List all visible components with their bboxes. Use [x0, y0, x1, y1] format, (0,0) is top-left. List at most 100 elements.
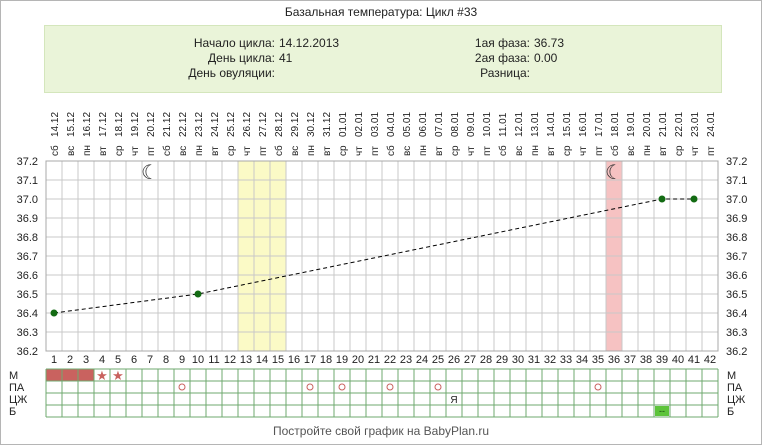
weekday-label: вс: [626, 146, 637, 156]
ovulation-day-label: День овуляции:: [188, 66, 275, 80]
phase1-value: 36.73: [534, 36, 565, 50]
weekday-label: пт: [370, 146, 381, 156]
cycle-day-label: 42: [704, 354, 716, 366]
date-label: 16.01: [578, 112, 589, 137]
cycle-day-label: 18: [320, 354, 332, 366]
cycle-day-label: 3: [83, 354, 89, 366]
green-mark-cell: [655, 406, 669, 416]
date-label: 13.01: [530, 112, 541, 137]
date-label: 30.12: [306, 112, 317, 137]
cycle-day-label: 38: [640, 354, 652, 366]
date-label: 06.01: [418, 112, 429, 137]
cycle-day-label: 37: [624, 354, 636, 366]
y-tick-label-right: 37.2: [726, 156, 747, 168]
cycle-day-label: 19: [336, 354, 348, 366]
temperature-series-line: [53, 198, 694, 314]
circle-mark-icon: [178, 383, 186, 391]
weekday-label: вс: [402, 146, 413, 156]
weekday-label: пт: [706, 146, 717, 156]
y-tick-label-right: 36.8: [726, 232, 747, 244]
weekday-label: вт: [658, 146, 669, 156]
date-label: 09.01: [466, 112, 477, 137]
weekday-label: ср: [338, 145, 349, 156]
weekday-label: пн: [530, 145, 541, 156]
weekday-label: сб: [497, 145, 509, 156]
chart-title: Базальная температура: Цикл #33: [284, 5, 478, 19]
y-tick-label-left: 36.4: [17, 308, 38, 320]
date-label: 14.01: [546, 112, 557, 137]
date-label: 20.01: [642, 112, 653, 137]
weekday-label: сб: [273, 145, 285, 156]
y-tick-label-left: 37.1: [17, 175, 38, 187]
cycle-day-label: 25: [432, 354, 444, 366]
cycle-start-label: Начало цикла:: [193, 36, 275, 50]
weekday-label: вс: [290, 146, 301, 156]
y-tick-label-right: 36.7: [726, 251, 747, 263]
weekday-label: сб: [609, 145, 621, 156]
y-tick-label-left: 36.8: [17, 232, 38, 244]
cycle-day-label: 15: [272, 354, 284, 366]
y-tick-label-right: 36.6: [726, 270, 747, 282]
date-label: 19.12: [130, 112, 141, 137]
cycle-day-label: 29: [496, 354, 508, 366]
cycle-day-label: 7: [147, 354, 153, 366]
date-label: 16.12: [82, 112, 93, 137]
cycle-day-label: 1: [51, 354, 57, 366]
date-label: 23.01: [690, 112, 701, 137]
y-tick-label-right: 36.5: [726, 289, 747, 301]
weekday-label: пн: [82, 145, 93, 156]
cycle-day-label: 13: [240, 354, 252, 366]
cycle-day-label: 24: [416, 354, 428, 366]
y-tick-label-left: 37.0: [17, 194, 38, 206]
weekday-label: пн: [642, 145, 653, 156]
data-point: [194, 290, 202, 298]
y-tick-label-right: 36.2: [726, 346, 747, 358]
phase2-label: 2ая фаза:: [474, 51, 530, 65]
cycle-day-label: 8: [163, 354, 169, 366]
date-label: 24.12: [210, 112, 221, 137]
cycle-day-label: 2: [67, 354, 73, 366]
date-label: 22.12: [178, 112, 189, 137]
date-label: 15.01: [562, 112, 573, 137]
cycle-day-label: 32: [544, 354, 556, 366]
y-tick-label-right: 36.9: [726, 213, 747, 225]
cycle-start-value: 14.12.2013: [279, 36, 340, 50]
y-tick-label-right: 36.3: [726, 327, 747, 339]
weekday-label: пт: [146, 146, 157, 156]
weekday-label: чт: [242, 146, 253, 156]
date-label: 21.12: [162, 112, 173, 137]
cycle-day-label: 12: [224, 354, 236, 366]
cycle-info-panel: Начало цикла: 14.12.2013 День цикла: 41 …: [44, 25, 722, 93]
cycle-day-label: 11: [208, 354, 219, 366]
date-label: 14.12: [50, 112, 61, 137]
weekday-label: чт: [466, 146, 477, 156]
weekday-label: вт: [546, 146, 557, 156]
table-row-label-right: М: [727, 370, 736, 382]
cycle-day-label: 26: [448, 354, 460, 366]
weekday-label: вт: [98, 146, 109, 156]
cycle-day-label: 20: [352, 354, 364, 366]
weekday-label: чт: [578, 146, 589, 156]
weekday-label: чт: [690, 146, 701, 156]
date-label: 08.01: [450, 112, 461, 137]
footer-link[interactable]: Постройте свой график на BabyPlan.ru: [272, 424, 490, 438]
green-mark-text: --: [659, 406, 665, 416]
y-tick-label-left: 36.7: [17, 251, 38, 263]
y-tick-label-left: 36.5: [17, 289, 38, 301]
weekday-label: ср: [450, 145, 461, 156]
date-label: 18.01: [610, 112, 621, 137]
cycle-day-label: 23: [400, 354, 412, 366]
cycle-day-label: 27: [464, 354, 476, 366]
cycle-day-label: 41: [688, 354, 700, 366]
date-label: 23.12: [194, 112, 205, 137]
menses-filled-cell: [62, 369, 78, 381]
weekday-label: пн: [306, 145, 317, 156]
moon-icon: ☾: [141, 162, 159, 184]
date-label: 15.12: [66, 112, 77, 137]
weekday-label: вт: [210, 146, 221, 156]
weekday-label: вс: [514, 146, 525, 156]
cycle-day-label: 35: [592, 354, 604, 366]
weekday-label: пт: [258, 146, 269, 156]
date-label: 12.01: [514, 112, 525, 137]
